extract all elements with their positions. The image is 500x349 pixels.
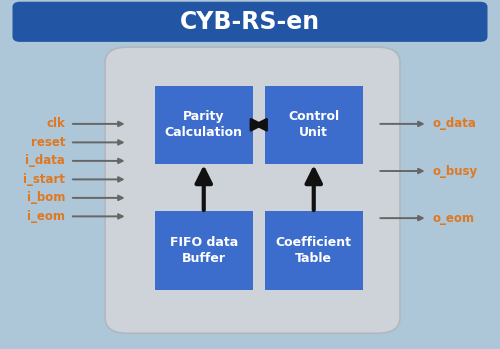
Text: i_bom: i_bom — [26, 191, 65, 205]
Text: Coefficient
Table: Coefficient Table — [276, 236, 352, 265]
Text: i_data: i_data — [25, 154, 65, 168]
Text: o_eom: o_eom — [432, 211, 474, 225]
Text: reset: reset — [30, 136, 65, 149]
FancyBboxPatch shape — [265, 86, 362, 164]
FancyBboxPatch shape — [155, 86, 252, 164]
Text: FIFO data
Buffer: FIFO data Buffer — [170, 236, 238, 265]
Text: i_start: i_start — [23, 173, 65, 186]
Text: CYB-RS-en: CYB-RS-en — [180, 10, 320, 34]
Text: o_data: o_data — [432, 117, 476, 131]
Text: Parity
Calculation: Parity Calculation — [165, 110, 243, 139]
FancyBboxPatch shape — [155, 211, 252, 290]
FancyBboxPatch shape — [265, 211, 362, 290]
FancyBboxPatch shape — [12, 2, 488, 42]
Text: o_busy: o_busy — [432, 164, 478, 178]
Text: i_eom: i_eom — [27, 210, 65, 223]
Text: clk: clk — [46, 117, 65, 131]
FancyBboxPatch shape — [105, 47, 400, 333]
Text: Control
Unit: Control Unit — [288, 110, 340, 139]
